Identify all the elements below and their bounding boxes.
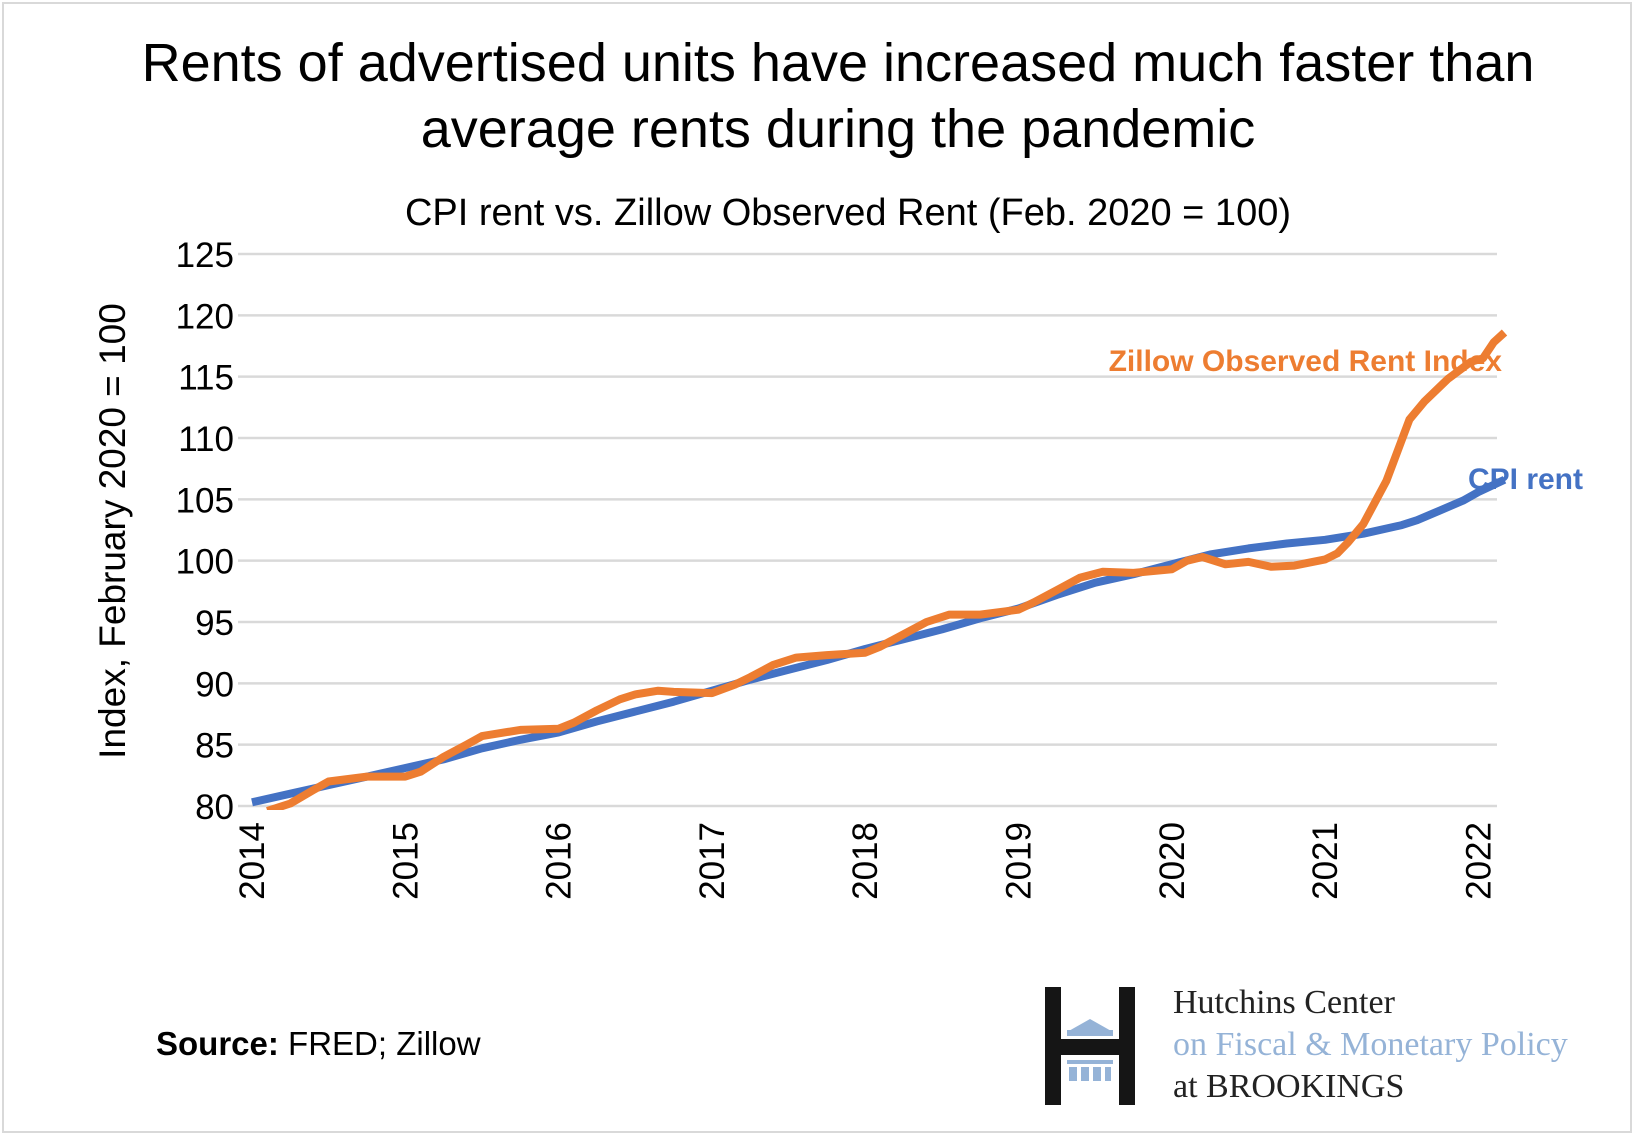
source-note: Source: FRED; Zillow [156,1025,481,1063]
chart-title: Rents of advertised units have increased… [141,33,1535,159]
x-tick-label: 2018 [846,822,885,900]
y-tick-label: 105 [176,481,234,520]
series-line-zillow [266,329,1508,810]
y-tick-label: 120 [176,297,234,336]
y-tick-label: 85 [195,727,234,766]
source-text: FRED; Zillow [288,1025,481,1062]
x-tick-label: 2019 [1000,822,1039,900]
series-label-zillow: Zillow Observed Rent Index [1109,345,1503,378]
hutchins-logo-text: Hutchins Center on Fiscal & Monetary Pol… [1173,982,1568,1108]
x-tick-labels: 2014 2015 2016 2017 2018 2019 2020 2021 2022 [233,822,1498,900]
x-tick-label: 2021 [1306,822,1345,900]
y-tick-label: 90 [195,665,234,704]
logo-line-3: at BROOKINGS [1173,1068,1405,1105]
hutchins-logo-icon [1045,987,1135,1105]
source-label: Source: [156,1025,279,1062]
logo-line-1: Hutchins Center [1173,984,1395,1021]
series-lines [251,329,1508,810]
y-tick-label: 100 [176,543,234,582]
x-tick-label: 2022 [1459,822,1498,900]
chart-subtitle: CPI rent vs. Zillow Observed Rent (Feb. … [404,192,1291,234]
series-label-cpi: CPI rent [1468,463,1583,496]
y-tick-label: 80 [195,788,234,827]
y-tick-label: 95 [195,604,234,643]
y-axis-label: Index, February 2020 = 100 [92,303,133,759]
y-tick-label: 125 [176,236,234,275]
x-tick-label: 2020 [1153,822,1192,900]
gridlines [238,252,1497,808]
x-tick-label: 2016 [540,822,579,900]
logo-line-2: on Fiscal & Monetary Policy [1173,1026,1568,1063]
x-tick-label: 2014 [233,822,272,900]
series-line-cpi-rent [251,476,1507,807]
x-tick-label: 2015 [386,822,425,900]
y-tick-label: 115 [178,359,234,398]
y-tick-label: 110 [178,420,234,459]
x-tick-label: 2017 [693,822,732,900]
y-tick-labels: 80 85 90 95 100 105 110 115 120 125 [176,236,234,827]
